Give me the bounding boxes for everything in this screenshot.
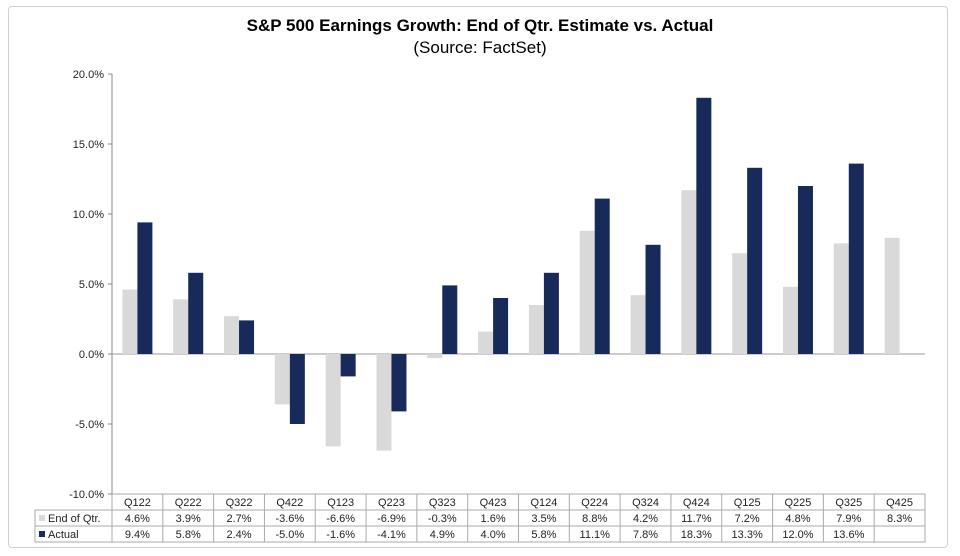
data-label: 2.7%: [226, 513, 251, 525]
data-label: 7.9%: [836, 513, 861, 525]
y-tick-label: 10.0%: [73, 209, 104, 221]
data-label: -5.0%: [275, 529, 304, 541]
bar-actualQ422: [289, 354, 305, 424]
legend-key-actual: [39, 531, 45, 537]
data-label: 11.7%: [681, 513, 712, 525]
chart-subtitle: (Source: FactSet): [413, 38, 547, 57]
data-label: -6.9%: [377, 513, 406, 525]
category-label: Q424: [683, 497, 710, 509]
bar-end-of-qtr-Q224: [579, 230, 595, 354]
y-tick-label: 20.0%: [73, 69, 104, 81]
chart-frame: [8, 6, 948, 548]
bar-actualQ222: [188, 272, 204, 354]
category-label: Q423: [480, 497, 507, 509]
bar-end-of-qtr-Q125: [732, 253, 748, 354]
data-label: -6.6%: [326, 513, 355, 525]
data-label: 13.6%: [833, 529, 864, 541]
category-label: Q325: [835, 497, 862, 509]
bar-end-of-qtr-Q422: [274, 354, 290, 405]
bar-end-of-qtr-Q322: [224, 316, 240, 354]
category-label: Q123: [327, 497, 354, 509]
data-label: 1.6%: [481, 513, 506, 525]
bar-actualQ124: [543, 272, 559, 354]
bar-actualQ224: [594, 198, 610, 354]
category-label: Q224: [581, 497, 608, 509]
category-label: Q425: [886, 497, 913, 509]
data-label: -0.3%: [428, 513, 457, 525]
data-label: 4.2%: [633, 513, 658, 525]
bar-end-of-qtr-Q424: [681, 190, 697, 354]
data-label: 5.8%: [176, 529, 201, 541]
data-label: 7.2%: [735, 513, 760, 525]
bar-actualQ225: [797, 186, 813, 354]
bar-end-of-qtr-Q225: [782, 286, 798, 354]
data-label: 4.0%: [481, 529, 506, 541]
bar-end-of-qtr-Q325: [833, 243, 849, 354]
category-label: Q323: [429, 497, 456, 509]
data-label: 4.6%: [125, 513, 150, 525]
bar-end-of-qtr-Q222: [173, 299, 189, 354]
data-label: 12.0%: [782, 529, 813, 541]
data-label: 7.8%: [633, 529, 658, 541]
category-label: Q422: [276, 497, 303, 509]
data-label: -3.6%: [275, 513, 304, 525]
data-label: -4.1%: [377, 529, 406, 541]
data-label: 4.9%: [430, 529, 455, 541]
data-label: 8.3%: [887, 513, 912, 525]
category-label: Q322: [226, 497, 253, 509]
data-label: 4.8%: [785, 513, 810, 525]
data-label: 8.8%: [582, 513, 607, 525]
data-label: 3.5%: [531, 513, 556, 525]
data-label: 9.4%: [125, 529, 150, 541]
category-label: Q124: [530, 497, 557, 509]
category-label: Q223: [378, 497, 405, 509]
bar-end-of-qtr-Q123: [325, 354, 341, 447]
category-label: Q324: [632, 497, 659, 509]
y-tick-label: 0.0%: [79, 349, 104, 361]
data-label: 3.9%: [176, 513, 201, 525]
data-label: 11.1%: [580, 529, 611, 541]
bar-end-of-qtr-Q423: [478, 331, 494, 354]
data-label: 13.3%: [732, 529, 763, 541]
legend-key-end-of-qtr-: [39, 515, 45, 521]
bar-actualQ424: [696, 97, 712, 355]
bar-actualQ322: [239, 320, 255, 354]
legend-label: Actual: [48, 529, 79, 541]
bar-end-of-qtr-Q223: [376, 354, 392, 451]
bar-actualQ323: [442, 285, 458, 354]
bar-end-of-qtr-Q324: [630, 295, 646, 354]
bar-actualQ223: [391, 354, 407, 412]
bar-actualQ123: [340, 354, 356, 377]
category-label: Q122: [124, 497, 151, 509]
bar-end-of-qtr-Q425: [884, 237, 900, 354]
data-label: 18.3%: [681, 529, 712, 541]
chart-title: S&P 500 Earnings Growth: End of Qtr. Est…: [246, 16, 714, 35]
y-tick-label: -10.0%: [69, 489, 104, 501]
y-tick-label: 5.0%: [79, 279, 104, 291]
data-label: -1.6%: [326, 529, 355, 541]
category-label: Q222: [175, 497, 202, 509]
bar-end-of-qtr-Q124: [528, 305, 544, 354]
bar-actualQ122: [137, 222, 153, 354]
category-label: Q225: [785, 497, 812, 509]
bar-end-of-qtr-Q122: [122, 289, 138, 354]
bar-actualQ324: [645, 244, 661, 354]
data-label: 5.8%: [531, 529, 556, 541]
bar-end-of-qtr-Q323: [427, 354, 443, 359]
y-tick-label: 15.0%: [73, 139, 104, 151]
bar-actualQ423: [493, 298, 509, 354]
y-tick-label: -5.0%: [75, 419, 104, 431]
bar-actualQ125: [747, 167, 763, 354]
data-label: 2.4%: [226, 529, 251, 541]
legend-label: End of Qtr.: [48, 513, 101, 525]
bar-actualQ325: [848, 163, 864, 354]
category-label: Q125: [734, 497, 761, 509]
